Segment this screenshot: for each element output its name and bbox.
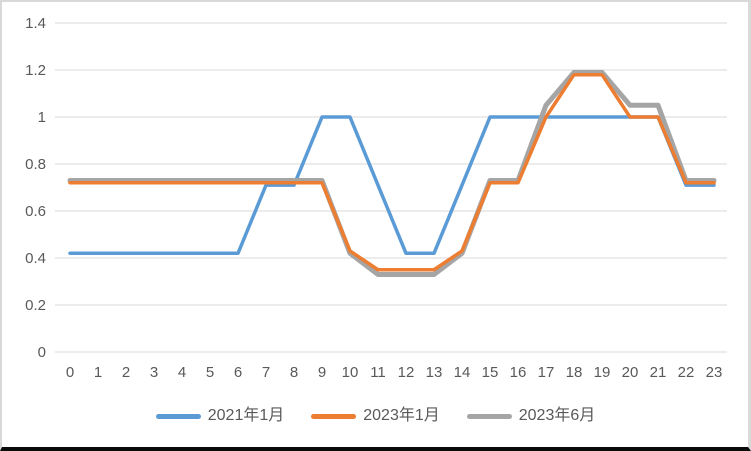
y-tick-label: 1.2 — [25, 62, 46, 79]
x-tick-label: 20 — [622, 364, 639, 381]
x-tick-label: 14 — [454, 364, 471, 381]
x-tick-label: 6 — [234, 364, 242, 381]
legend-swatch-orange-icon — [311, 413, 357, 419]
chart-legend: 2021年1月 2023年1月 2023年6月 — [0, 403, 751, 429]
legend-item-2023-06: 2023年6月 — [466, 407, 596, 424]
x-tick-label: 22 — [678, 364, 695, 381]
y-tick-label: 1 — [38, 109, 46, 126]
legend-item-2021-01: 2021年1月 — [155, 407, 285, 424]
x-tick-label: 21 — [650, 364, 667, 381]
legend-label-2023-06: 2023年6月 — [518, 407, 596, 424]
x-tick-label: 12 — [398, 364, 415, 381]
y-tick-label: 0.8 — [25, 156, 46, 173]
x-tick-label: 3 — [150, 364, 158, 381]
y-tick-label: 0.2 — [25, 297, 46, 314]
y-tick-label: 0.4 — [25, 250, 46, 267]
x-tick-label: 4 — [178, 364, 186, 381]
series-line-1 — [68, 115, 716, 256]
legend-label-2023-01: 2023年1月 — [363, 407, 440, 424]
legend-swatch-gray-icon — [466, 413, 512, 419]
x-tick-label: 23 — [706, 364, 723, 381]
x-tick-label: 1 — [94, 364, 102, 381]
series-line-2 — [68, 72, 716, 272]
x-tick-label: 5 — [206, 364, 214, 381]
legend-swatch-blue-icon — [155, 413, 201, 419]
x-tick-label: 13 — [426, 364, 443, 381]
legend-item-2023-01: 2023年1月 — [311, 408, 440, 424]
x-tick-label: 0 — [66, 364, 74, 381]
x-tick-label: 8 — [290, 364, 298, 381]
x-tick-label: 15 — [482, 364, 499, 381]
x-tick-label: 2 — [122, 364, 130, 381]
legend-label-2021-01: 2021年1月 — [207, 407, 285, 424]
y-tick-label: 0 — [38, 344, 46, 361]
x-tick-label: 18 — [566, 364, 583, 381]
x-tick-label: 17 — [538, 364, 555, 381]
y-tick-label: 0.6 — [25, 203, 46, 220]
y-tick-label: 1.4 — [25, 15, 46, 32]
x-tick-label: 10 — [342, 364, 359, 381]
x-tick-label: 19 — [594, 364, 611, 381]
x-tick-label: 9 — [318, 364, 326, 381]
x-tick-label: 7 — [262, 364, 270, 381]
series-line-3 — [67, 69, 717, 277]
x-tick-label: 11 — [370, 364, 386, 381]
x-tick-label: 16 — [510, 364, 527, 381]
